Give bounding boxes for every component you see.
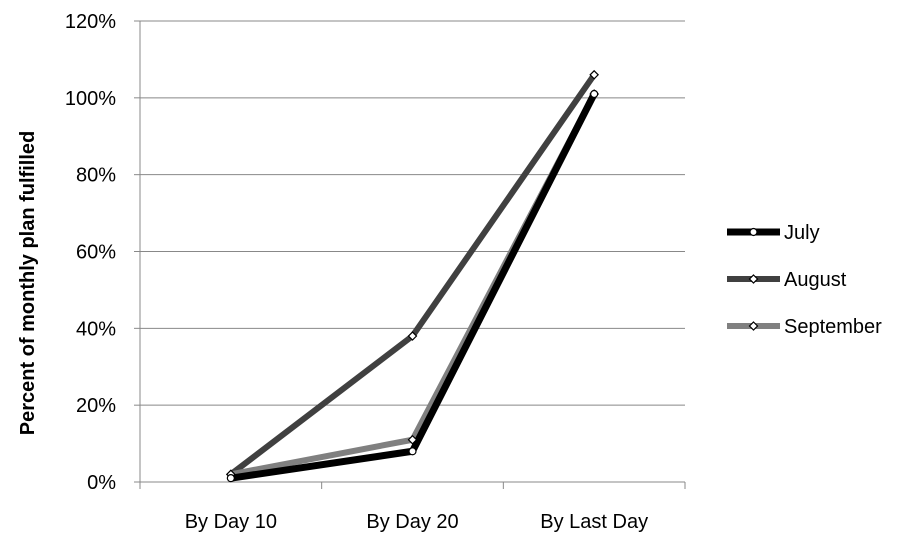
data-point-july [408, 447, 417, 456]
legend-item-july: July [727, 222, 820, 244]
x-tick-labels: By Day 10 By Day 20 By Last Day [185, 511, 648, 533]
axes [134, 20, 686, 489]
y-tick-label: 20% [76, 395, 116, 417]
data-point-july [590, 89, 599, 99]
y-tick-label: 40% [76, 318, 116, 340]
legend-marker [748, 274, 759, 284]
legend-label: September [784, 316, 882, 338]
series-lines [227, 71, 598, 482]
legend-marker [749, 227, 758, 237]
data-point-july [226, 474, 235, 483]
legend-label: August [784, 269, 847, 291]
data-point-august [407, 331, 418, 341]
x-tick-label: By Last Day [540, 511, 648, 533]
y-axis-title: Percent of monthly plan fulfilled [17, 131, 39, 435]
x-tick-label: By Day 10 [185, 511, 277, 533]
gridlines [140, 20, 685, 406]
series-markers [225, 69, 600, 483]
series-line-august [227, 71, 598, 478]
y-tick-label: 80% [76, 165, 116, 187]
legend-marker [748, 321, 759, 331]
y-tick-labels: 0% 20% 40% 60% 80% 100% 120% [65, 11, 116, 494]
data-point-august [589, 69, 600, 80]
y-tick-label: 0% [87, 472, 116, 494]
legend-item-august: August [727, 269, 847, 291]
y-tick-label: 60% [76, 242, 116, 264]
y-tick-label: 120% [65, 11, 116, 33]
legend-label: July [784, 222, 820, 244]
y-tick-label: 100% [65, 88, 116, 110]
legend: July August September [727, 222, 882, 338]
data-point-september [407, 434, 418, 445]
legend-item-september: September [727, 316, 882, 338]
x-tick-label: By Day 20 [366, 511, 458, 533]
